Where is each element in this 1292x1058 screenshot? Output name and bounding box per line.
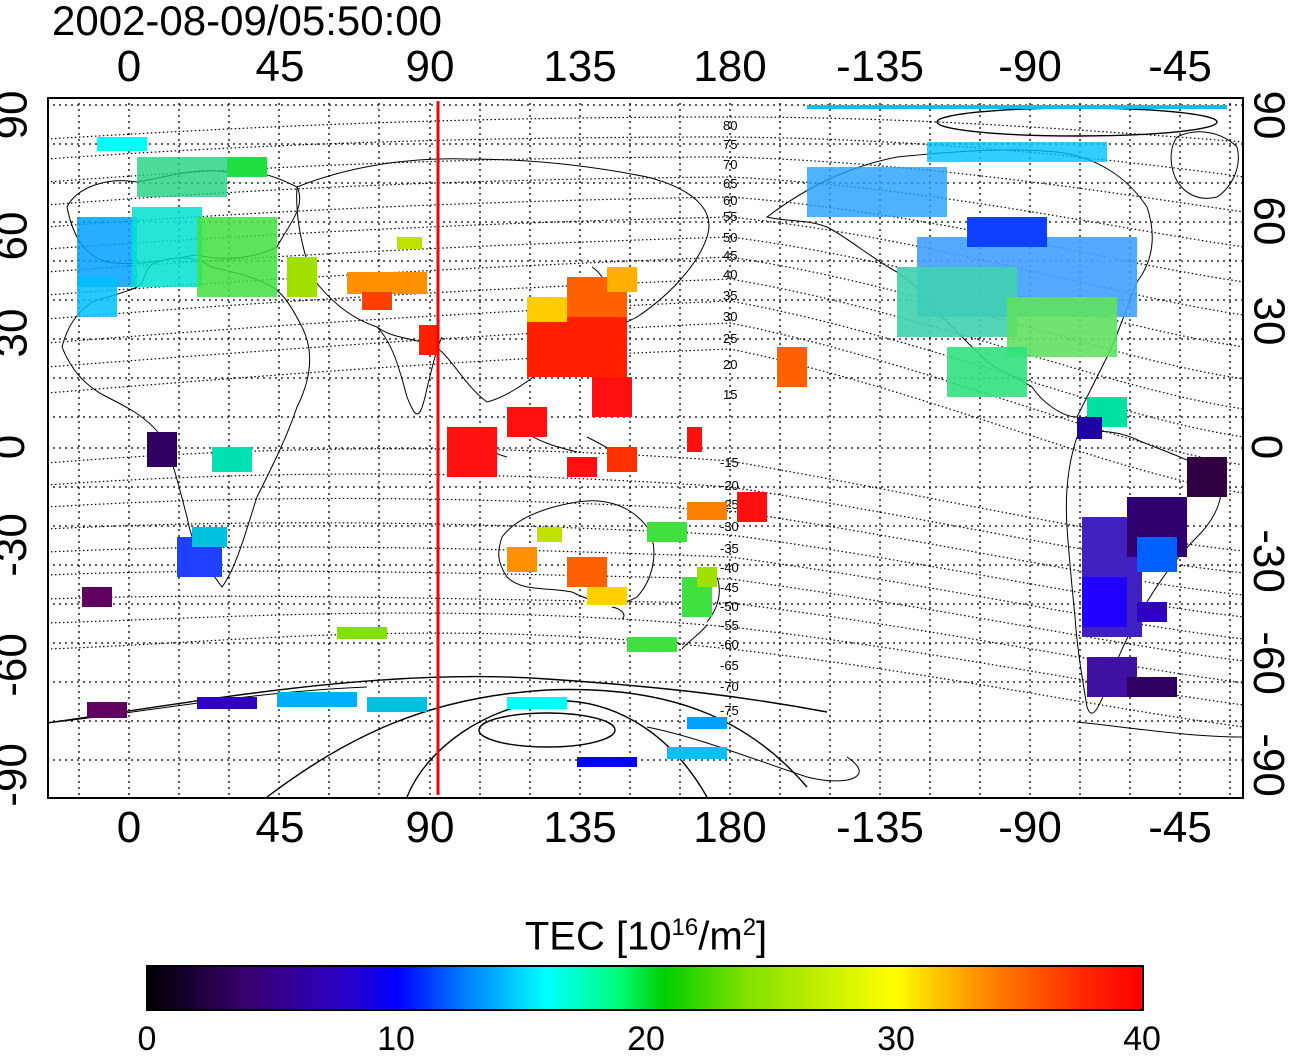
contour-label: -15: [720, 455, 739, 470]
right-lat-label: -30: [1243, 529, 1292, 593]
right-lat-label: -60: [1243, 631, 1292, 695]
colorbar-tick: 10: [377, 1020, 415, 1058]
colorbar: [146, 965, 1144, 1011]
colorbar-tick: 30: [877, 1020, 915, 1058]
colorbar-title-main: TEC [10: [524, 914, 672, 959]
contour-label: -20: [720, 478, 739, 493]
colorbar-title-end: ]: [756, 914, 768, 959]
bottom-lon-label: 135: [543, 803, 617, 852]
top-lon-label: 90: [405, 42, 455, 91]
contour-label: -70: [720, 679, 739, 694]
top-lon-label: -45: [1148, 42, 1212, 91]
bottom-lon-label: -90: [998, 803, 1062, 852]
contour-label: -50: [720, 599, 739, 614]
contour-label: -55: [720, 618, 739, 633]
colorbar-title: TEC [1016/m2]: [0, 905, 1292, 959]
left-lat-label: 30: [0, 308, 37, 358]
top-lon-label: 45: [255, 42, 305, 91]
right-lat-label: 0: [1242, 434, 1292, 460]
contour-label: 25: [723, 331, 737, 346]
colorbar-title-exp2: 2: [742, 914, 757, 941]
contour-label: 30: [723, 309, 737, 324]
contour-label: -75: [720, 703, 739, 718]
contour-label: -35: [720, 541, 739, 556]
tec-map: 80 75 70 65 60 55 50 45 40 35 30 25 20 1…: [47, 97, 1244, 799]
top-lon-label: 135: [543, 42, 617, 91]
left-lat-label: -60: [0, 633, 36, 697]
right-lat-label: 60: [1244, 196, 1292, 246]
bottom-lon-label: 90: [405, 803, 455, 852]
contour-label: -40: [720, 560, 739, 575]
contour-label: 65: [723, 176, 737, 191]
contour-label: 50: [723, 230, 737, 245]
contour-label: 45: [723, 248, 737, 263]
contour-label: 15: [723, 387, 737, 402]
top-lon-label: 180: [693, 42, 767, 91]
timestamp-title: 2002-08-09/05:50:00: [52, 0, 442, 44]
contour-label: 35: [723, 288, 737, 303]
colorbar-title-exp1: 16: [671, 914, 699, 941]
bottom-lon-label: -135: [835, 803, 925, 852]
contour-label: 20: [723, 357, 737, 372]
contour-label: 70: [723, 157, 737, 172]
contour-label: 60: [723, 193, 737, 208]
contour-label: -45: [720, 580, 739, 595]
contour-label: -60: [720, 637, 739, 652]
left-lat-label: -90: [0, 743, 36, 807]
bottom-lon-label: -45: [1148, 803, 1212, 852]
top-lon-label: -135: [835, 42, 925, 91]
left-lat-label: 0: [0, 435, 34, 459]
top-lon-label: 0: [116, 42, 142, 91]
left-lat-label: 60: [0, 211, 37, 261]
top-lon-label: -90: [998, 42, 1062, 91]
contour-labels: 80 75 70 65 60 55 50 45 40 35 30 25 20 1…: [720, 118, 739, 718]
right-lat-label: 90: [1244, 90, 1292, 140]
bottom-lon-label: 0: [116, 803, 142, 852]
contour-label: 80: [723, 118, 737, 133]
left-lat-label: 90: [0, 90, 37, 140]
contour-label: 40: [723, 267, 737, 282]
colorbar-title-mid: /m: [698, 914, 743, 959]
bottom-lon-label: 180: [693, 803, 767, 852]
colorbar-tick: 40: [1123, 1020, 1161, 1058]
left-lat-label: -30: [0, 513, 36, 577]
right-lat-label: 30: [1244, 296, 1292, 346]
tec-observations: [77, 105, 1227, 767]
contour-label: 75: [723, 137, 737, 152]
contour-label: -30: [720, 519, 739, 534]
colorbar-tick: 20: [627, 1020, 665, 1058]
bottom-lon-label: 45: [255, 803, 305, 852]
contour-label: -65: [720, 658, 739, 673]
colorbar-tick: 0: [137, 1020, 157, 1058]
contour-label: 55: [723, 209, 737, 224]
right-lat-label: -90: [1243, 733, 1292, 797]
